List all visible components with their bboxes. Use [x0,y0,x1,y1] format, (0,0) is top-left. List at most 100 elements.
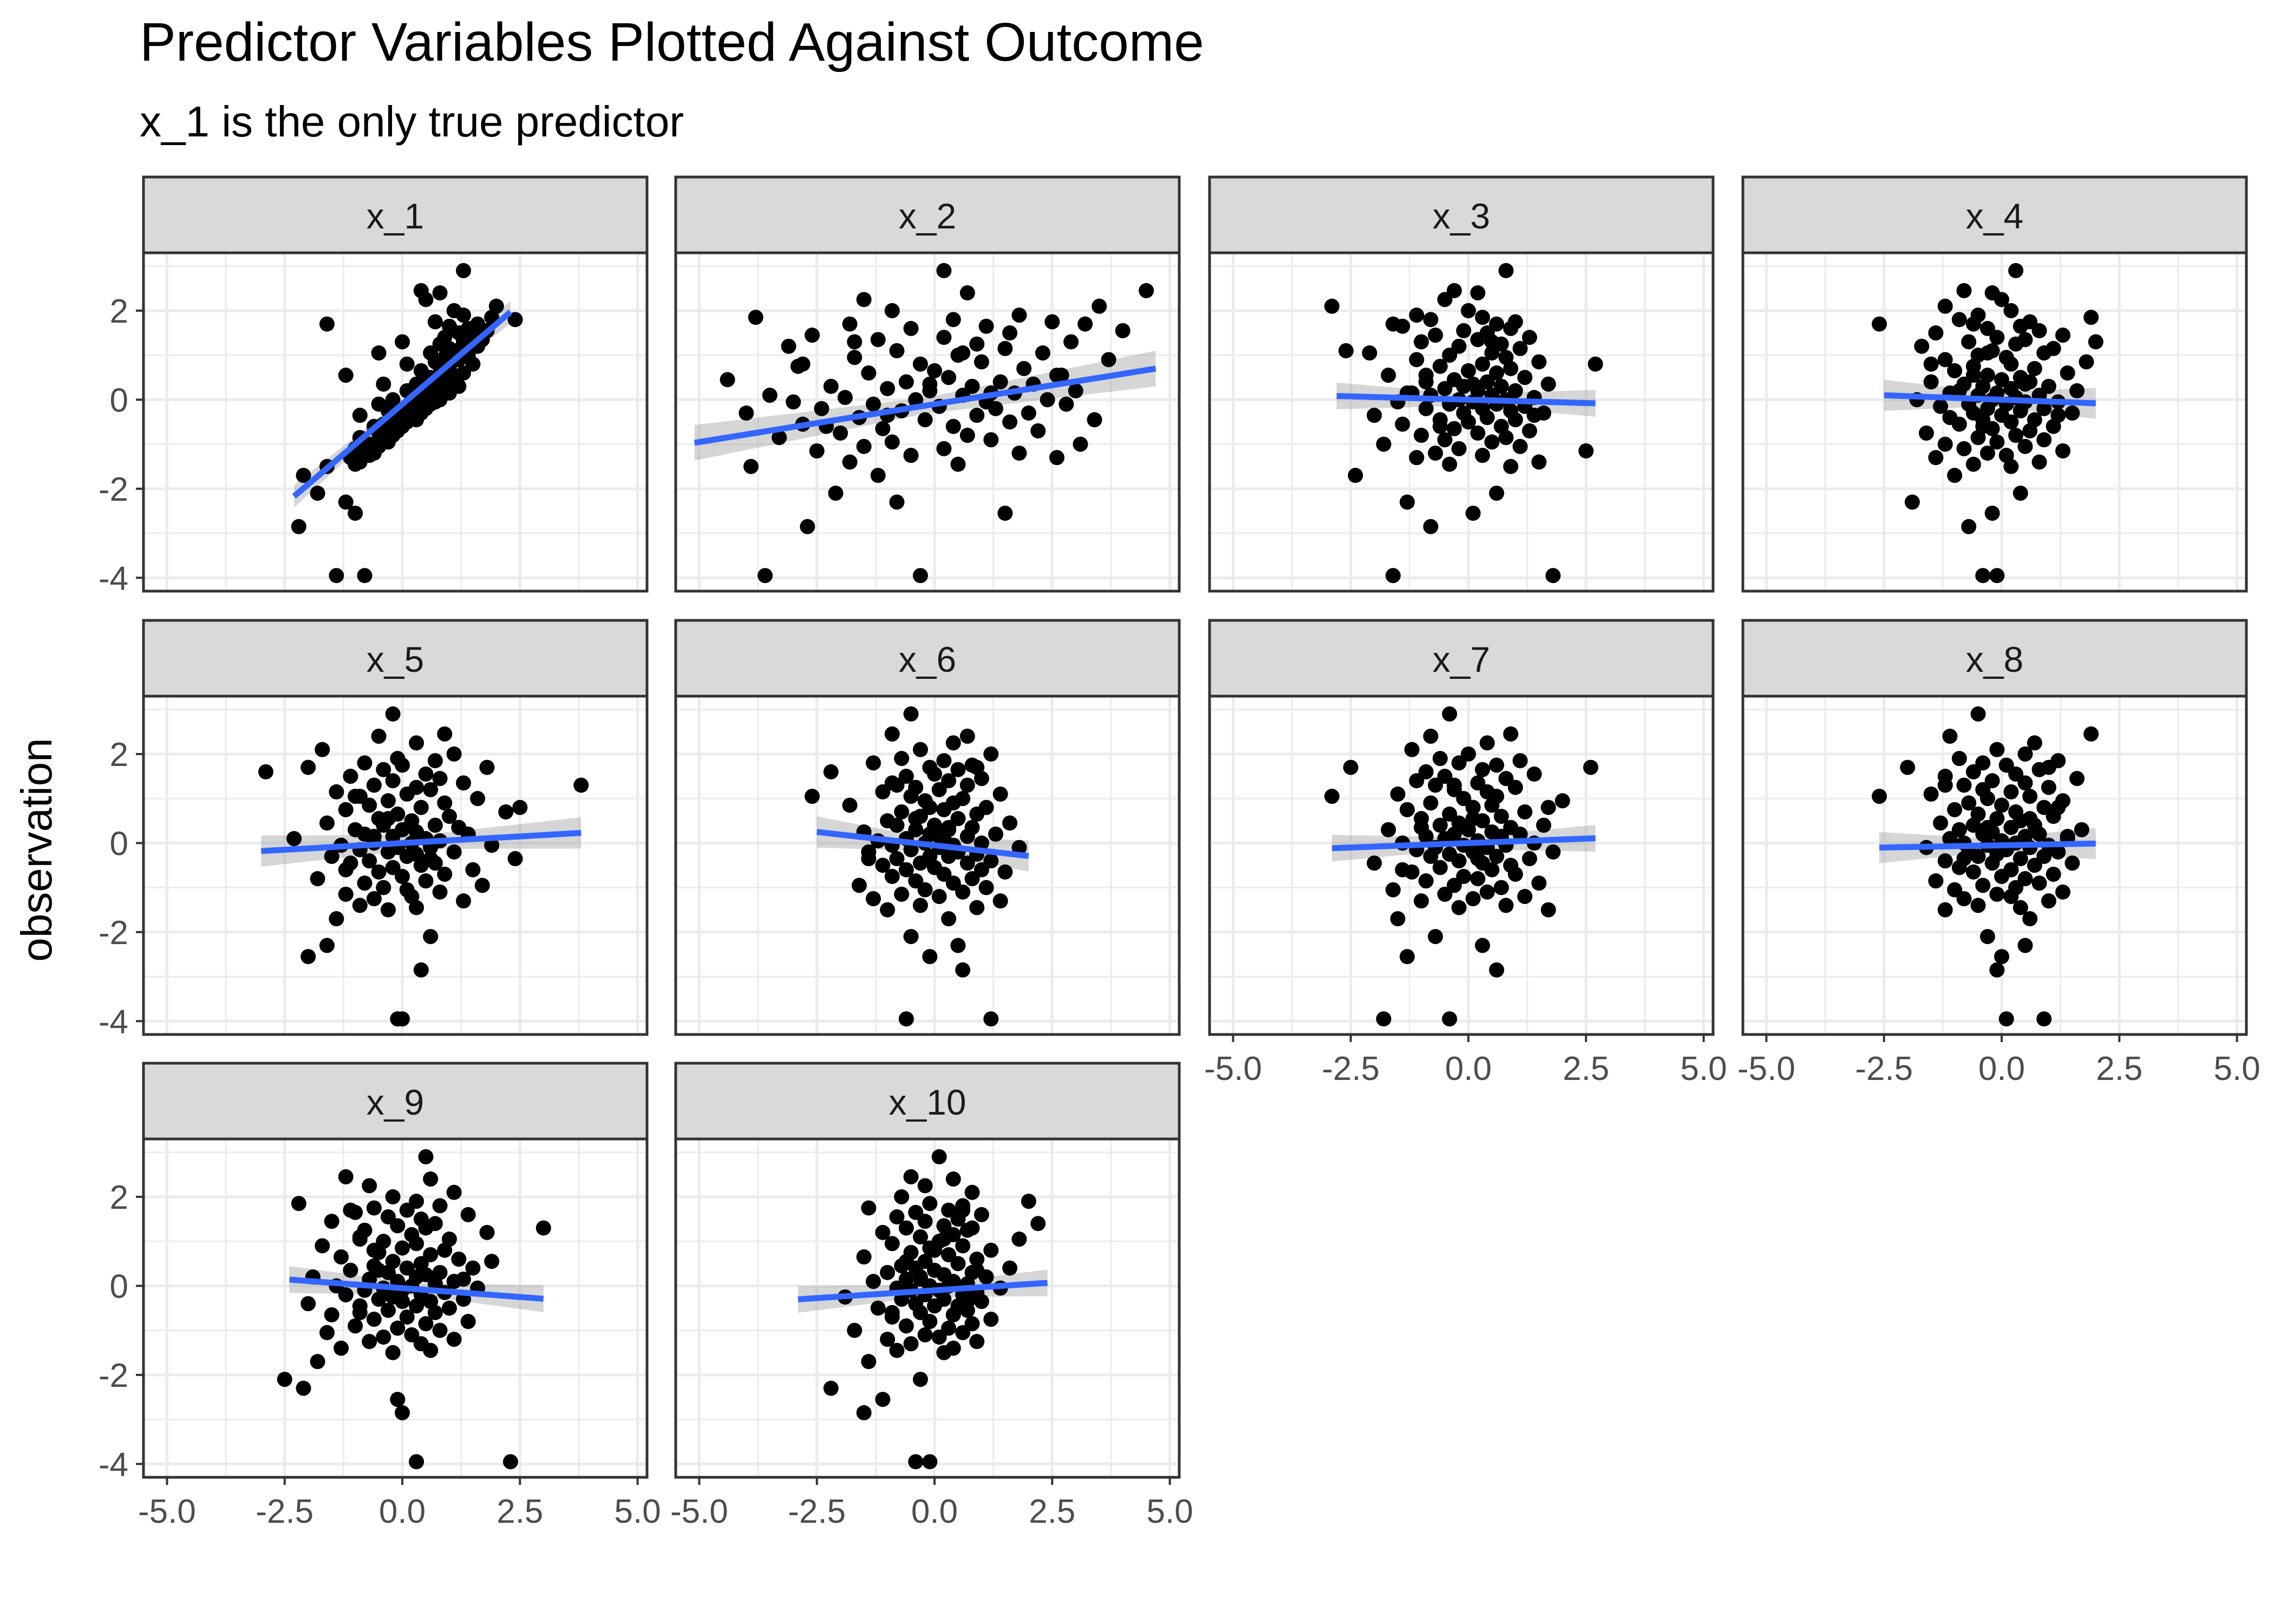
data-point [2008,428,2024,443]
y-tick-label: 0 [110,382,128,419]
data-point [1409,773,1424,789]
data-point [908,392,924,408]
data-point [423,782,439,797]
data-point [1479,735,1495,751]
data-point [343,1262,358,1278]
data-point [964,820,980,835]
data-point [2027,857,2042,873]
data-point [2046,866,2061,882]
data-point [1498,263,1514,278]
data-point [1975,418,1991,434]
data-point [1923,374,1939,390]
data-point [460,1207,476,1222]
facet-strip-label: x_4 [1966,196,2023,236]
fit-line [260,830,581,854]
data-point [1068,383,1083,398]
data-point [300,1296,316,1312]
data-point [1428,328,1443,343]
data-point [380,902,396,918]
data-point [917,1214,933,1229]
data-point [470,791,486,807]
data-point [898,1272,914,1287]
data-point [300,949,316,965]
data-point [814,401,829,416]
panel-border [1741,695,2248,1036]
data-point [310,871,325,887]
data-point [376,1234,391,1249]
data-point [380,793,396,809]
data-point [1965,456,1981,472]
data-point [1872,316,1887,332]
data-point [1432,751,1448,767]
data-point [1390,786,1406,802]
data-point [955,791,971,807]
data-point [1923,356,1939,372]
panel-border [1741,251,2248,593]
facet-panel-x_1: x_1 2 0 -2 -4 [99,175,649,597]
data-point [1998,757,2014,773]
facet-strip [1741,175,2248,254]
data-point [1414,893,1429,909]
data-point [1961,334,1977,350]
data-point [847,1322,862,1338]
data-point [319,815,335,831]
data-point [352,1305,368,1320]
data-point [1324,298,1339,314]
data-point [1479,784,1495,800]
data-point [1432,358,1448,374]
data-point [423,1247,439,1262]
data-point [912,356,928,372]
data-point [1432,418,1448,434]
data-point [2060,829,2075,844]
data-point [1400,494,1415,510]
data-point [861,1354,877,1370]
data-point [324,1307,339,1322]
data-point [413,1336,429,1352]
x-tick-label: 2.5 [1563,1050,1609,1088]
data-point [1381,368,1396,383]
data-point [922,800,938,815]
data-point [903,448,919,463]
data-point [955,884,971,900]
fit-line [289,1276,544,1302]
data-point [291,519,306,534]
data-point [1947,882,1963,898]
data-point [917,882,933,898]
data-point [1989,434,2005,450]
data-point [432,285,448,301]
data-point [1376,1011,1391,1027]
data-point [1493,880,1509,895]
data-point [1465,800,1481,815]
data-point [512,800,528,815]
data-point [1418,873,1434,889]
data-point [1479,884,1495,900]
data-point [959,777,975,793]
data-point [936,330,952,345]
data-point [1456,323,1472,338]
data-point [931,889,947,905]
data-point [743,459,759,474]
data-point [2003,862,2019,878]
data-point [2008,263,2024,278]
data-point [1115,323,1131,338]
data-point [1461,363,1476,378]
data-point [498,804,514,820]
data-point [1587,356,1603,372]
data-point [437,795,453,811]
data-point [1456,869,1472,885]
data-point [917,1254,933,1269]
data-point [941,370,957,385]
data-point [964,1220,980,1236]
data-point [2036,1011,2052,1027]
x-tick-label: -2.5 [1322,1050,1380,1088]
data-point [1461,746,1476,762]
data-point [1475,310,1491,325]
data-point [1503,726,1519,742]
data-point [931,829,947,844]
data-point [1040,392,1055,408]
data-point [945,1340,961,1356]
data-point [908,1454,924,1470]
data-point [1414,334,1429,350]
data-point [1437,432,1453,448]
